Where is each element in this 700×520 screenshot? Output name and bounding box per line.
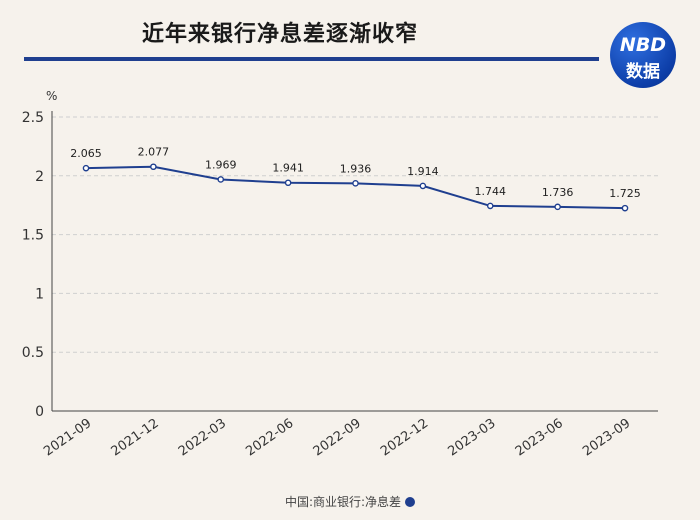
- data-point-3: [284, 179, 292, 187]
- logo-text-nbd: NBD: [619, 34, 667, 56]
- data-label-1: 2.077: [138, 146, 170, 159]
- x-tick-label-8: 2023-09: [580, 416, 633, 459]
- data-point-2: [217, 176, 225, 183]
- y-tick-label-3: 1.5: [22, 228, 44, 244]
- nbd-logo: NBD 数据: [610, 22, 676, 88]
- y-tick-label-2: 1: [35, 286, 44, 302]
- y-tick-label-0: 0: [35, 404, 44, 420]
- x-tick-label-7: 2023-06: [513, 416, 566, 459]
- title-underline: [24, 57, 599, 61]
- data-point-7: [554, 203, 561, 211]
- data-label-7: 1.736: [542, 186, 574, 199]
- series-layer: [82, 163, 629, 212]
- data-point-1: [150, 163, 157, 171]
- data-label-6: 1.744: [475, 185, 507, 198]
- x-tick-label-5: 2022-12: [378, 416, 431, 459]
- x-tick-labels: 2021-09 2021-12 2022-03 2022-06 2022-09 2022-…: [41, 416, 633, 459]
- data-label-0: 2.065: [70, 147, 102, 160]
- data-label-8: 1.725: [609, 187, 641, 200]
- gridlines: [52, 116, 658, 353]
- data-point-0: [82, 164, 90, 172]
- data-point-6: [486, 202, 494, 210]
- x-tick-label-2: 2022-03: [176, 416, 229, 459]
- data-labels: 2.065 2.077 1.969 1.941 1.936 1.914 1.744 1.736…: [70, 146, 641, 200]
- legend-marker: [405, 497, 416, 507]
- data-label-3: 1.941: [272, 162, 304, 175]
- legend-label: 中国:商业银行:净息差: [284, 495, 402, 509]
- x-tick-label-3: 2022-06: [243, 416, 296, 459]
- axes: [51, 111, 658, 412]
- y-tick-label-5: 2.5: [22, 110, 44, 126]
- y-tick-label-4: 2: [35, 169, 44, 185]
- x-tick-label-4: 2022-09: [311, 416, 364, 459]
- logo-text-data: 数据: [626, 62, 660, 82]
- x-tick-label-6: 2023-03: [445, 416, 498, 459]
- legend: 中国:商业银行:净息差: [0, 493, 700, 510]
- y-tick-labels: 0 0.5 1 1.5 2 2.5: [22, 110, 44, 420]
- data-label-5: 1.914: [407, 165, 439, 178]
- x-tick-label-1: 2021-12: [109, 416, 162, 459]
- data-label-4: 1.936: [340, 162, 372, 175]
- data-label-2: 1.969: [205, 158, 237, 171]
- x-tick-label-0: 2021-09: [41, 416, 94, 459]
- data-point-4: [352, 180, 359, 187]
- chart-title: 近年来银行净息差逐渐收窄: [141, 22, 418, 47]
- y-tick-label-1: 0.5: [22, 345, 44, 361]
- y-axis-unit: %: [46, 89, 57, 103]
- data-point-8: [621, 204, 629, 212]
- data-point-5: [419, 182, 427, 190]
